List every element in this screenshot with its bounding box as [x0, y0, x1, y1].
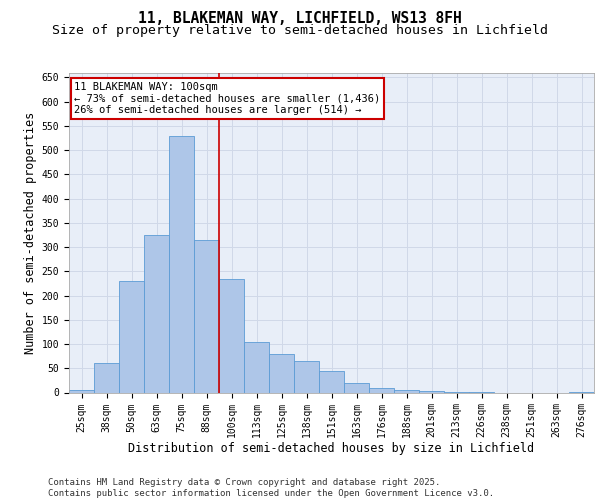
Text: 11, BLAKEMAN WAY, LICHFIELD, WS13 8FH: 11, BLAKEMAN WAY, LICHFIELD, WS13 8FH [138, 11, 462, 26]
Bar [219, 278, 244, 392]
Text: 11 BLAKEMAN WAY: 100sqm
← 73% of semi-detached houses are smaller (1,436)
26% of: 11 BLAKEMAN WAY: 100sqm ← 73% of semi-de… [74, 82, 380, 116]
Bar [294, 361, 319, 392]
Bar [394, 390, 419, 392]
Bar [119, 281, 144, 392]
X-axis label: Distribution of semi-detached houses by size in Lichfield: Distribution of semi-detached houses by … [128, 442, 535, 454]
Text: Size of property relative to semi-detached houses in Lichfield: Size of property relative to semi-detach… [52, 24, 548, 37]
Bar [194, 240, 219, 392]
Bar [419, 391, 444, 392]
Bar [244, 342, 269, 392]
Bar [269, 354, 294, 393]
Bar [344, 383, 369, 392]
Bar [94, 364, 119, 392]
Bar [69, 390, 94, 392]
Y-axis label: Number of semi-detached properties: Number of semi-detached properties [25, 112, 37, 354]
Text: Contains HM Land Registry data © Crown copyright and database right 2025.
Contai: Contains HM Land Registry data © Crown c… [48, 478, 494, 498]
Bar [144, 235, 169, 392]
Bar [319, 370, 344, 392]
Bar [169, 136, 194, 392]
Bar [369, 388, 394, 392]
